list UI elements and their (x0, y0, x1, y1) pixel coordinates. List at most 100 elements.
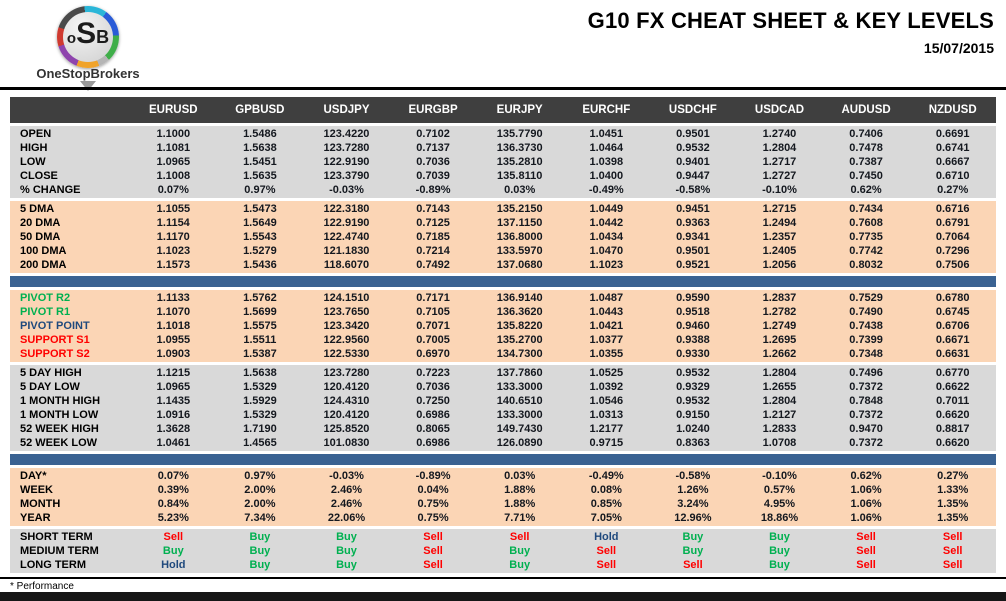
table-cell: 0.7735 (849, 231, 883, 243)
table-cell: 0.7185 (416, 231, 450, 243)
table-cell: 1.5387 (243, 348, 277, 360)
table-cell: 1.5543 (243, 231, 277, 243)
table-cell: 1.2357 (762, 231, 797, 243)
row-label: 20 DMA (20, 217, 61, 229)
table-cell: 118.6070 (323, 259, 370, 271)
table-cell: 0.7506 (935, 259, 970, 271)
table-row: LOW 1.0965 1.5451 122.9190 0.7036 135.2810 1.0… (10, 155, 996, 169)
table-cell: 1.0398 (589, 156, 624, 168)
table-row: 5 DMA 1.1055 1.5473 122.3180 0.7143 135.2150 1… (10, 202, 996, 216)
table-cell: 0.9532 (676, 142, 710, 154)
table-cell: 1.1133 (156, 292, 190, 304)
row-label: YEAR (20, 512, 51, 524)
table-cell: 0.7223 (416, 367, 450, 379)
table-cell: 0.75% (417, 512, 449, 524)
table-cell: 0.7372 (849, 381, 883, 393)
table-cell: 0.7387 (849, 156, 883, 168)
table-cell: 1.2804 (762, 395, 797, 407)
table-cell: 126.0890 (496, 437, 543, 449)
table-row: YEAR 5.23% 7.34% 22.06% 0.75% 7.71% 7.05% 12.96… (10, 511, 996, 525)
signal-cell: Sell (423, 531, 443, 543)
section-signals: SHORT TERM Sell Buy Buy Sell Sell Hold Buy Buy Se… (10, 529, 996, 573)
table-cell: 1.2655 (762, 381, 797, 393)
table-cell: 1.35% (937, 512, 969, 524)
table-cell: 1.0546 (589, 395, 624, 407)
table-cell: 0.6631 (935, 348, 970, 360)
row-label: MEDIUM TERM (20, 545, 99, 557)
row-label: PIVOT R1 (20, 306, 71, 318)
table-cell: 0.7450 (849, 170, 883, 182)
table-row: 52 WEEK HIGH 1.3628 1.7190 125.8520 0.8065 14… (10, 422, 996, 436)
table-cell: 22.06% (327, 512, 366, 524)
table-cell: 1.0965 (156, 156, 191, 168)
table-row: 100 DMA 1.1023 1.5279 121.1830 0.7214 133.597… (10, 244, 996, 258)
section-divider-bar (10, 454, 996, 465)
table-cell: 1.5929 (243, 395, 277, 407)
table-cell: -0.58% (675, 184, 711, 196)
table-cell: 1.2727 (762, 170, 797, 182)
table-cell: 123.4220 (323, 128, 370, 140)
table-cell: 0.97% (244, 184, 276, 196)
section-divider-bar (10, 276, 996, 287)
column-header: USDCHF (668, 104, 717, 116)
table-cell: 1.2662 (762, 348, 797, 360)
table-cell: 0.6986 (416, 409, 450, 421)
table-cell: 1.5451 (243, 156, 277, 168)
table-cell: 124.1510 (323, 292, 370, 304)
table-cell: 2.46% (330, 484, 363, 496)
table-cell: 1.0442 (589, 217, 624, 229)
table-cell: -0.58% (675, 470, 711, 482)
table-cell: 1.1023 (156, 245, 191, 257)
table-cell: 1.26% (677, 484, 709, 496)
table-row: SUPPORT S1 1.0955 1.5511 122.9560 0.7005 135.… (10, 333, 996, 347)
row-label: PIVOT R2 (20, 292, 71, 304)
row-label: OPEN (20, 128, 52, 140)
table-row: 50 DMA 1.1170 1.5543 122.4740 0.7185 136.8000… (10, 230, 996, 244)
table-cell: 123.7280 (323, 142, 370, 154)
table-cell: 1.5473 (243, 203, 277, 215)
table-cell: 1.0355 (589, 348, 624, 360)
table-cell: 0.6791 (935, 217, 970, 229)
table-cell: 0.7608 (849, 217, 883, 229)
column-header: NZDUSD (928, 104, 977, 116)
signal-cell: Buy (336, 559, 357, 571)
table-cell: 0.8363 (676, 437, 710, 449)
section-ranges: 5 DAY HIGH 1.1215 1.5638 123.7280 0.7223 137.… (10, 365, 996, 451)
table-cell: 1.2749 (762, 320, 797, 332)
table-cell: 0.9532 (676, 395, 710, 407)
table-cell: 136.3730 (496, 142, 543, 154)
table-cell: 1.5436 (243, 259, 277, 271)
table-cell: 0.9501 (676, 128, 710, 140)
table-cell: 0.9521 (676, 259, 710, 271)
table-cell: 1.0916 (156, 409, 191, 421)
table-row: PIVOT R1 1.1070 1.5699 123.7650 0.7105 136.36… (10, 305, 996, 319)
table-cell: 0.7490 (849, 306, 883, 318)
table-cell: 1.1008 (156, 170, 191, 182)
table-row: CLOSE 1.1008 1.5635 123.3790 0.7039 135.8110 1… (10, 169, 996, 183)
column-header: EURCHF (582, 104, 631, 116)
table-cell: 0.7143 (416, 203, 450, 215)
table-cell: 120.4120 (323, 409, 370, 421)
table-cell: 1.5279 (243, 245, 277, 257)
logo-letter-s: S (76, 17, 97, 50)
table-cell: 0.9532 (676, 367, 710, 379)
table-cell: 18.86% (760, 512, 799, 524)
table-cell: 0.7071 (416, 320, 450, 332)
table-cell: 1.0400 (589, 170, 624, 182)
table-cell: 0.7214 (416, 245, 450, 257)
row-label: 1 MONTH LOW (20, 409, 99, 421)
table-cell: 136.8000 (496, 231, 543, 243)
table-cell: 0.9501 (676, 245, 710, 257)
table-cell: 0.9388 (676, 334, 710, 346)
row-label: LONG TERM (20, 559, 86, 571)
table-cell: -0.89% (415, 184, 451, 196)
table-cell: 0.8817 (935, 423, 970, 435)
table-cell: 1.88% (504, 484, 536, 496)
section-performance: DAY* 0.07% 0.97% -0.03% -0.89% 0.03% -0.49% -0.… (10, 468, 996, 526)
table-cell: 1.0421 (589, 320, 624, 332)
table-cell: 0.7039 (416, 170, 450, 182)
table-cell: 1.1070 (156, 306, 191, 318)
table-cell: 124.4310 (323, 395, 370, 407)
table-cell: 136.9140 (496, 292, 543, 304)
